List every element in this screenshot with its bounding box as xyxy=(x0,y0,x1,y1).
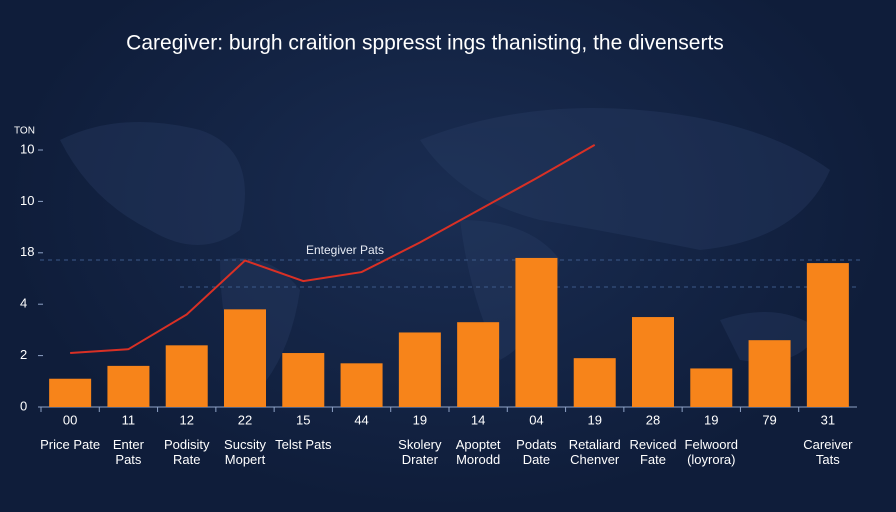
x-code-label: 22 xyxy=(238,412,252,427)
x-code-label: 31 xyxy=(821,412,835,427)
y-tick-label: 4 xyxy=(20,296,27,311)
x-tick-label: Careiver Tats xyxy=(803,437,853,467)
bar xyxy=(398,332,441,407)
y-tick-label: 2 xyxy=(20,347,27,362)
x-tick-label: Apoptet Morodd xyxy=(455,437,501,467)
x-code-label: 12 xyxy=(179,412,193,427)
bar xyxy=(690,368,733,407)
bar xyxy=(107,365,150,407)
bar xyxy=(515,257,558,407)
x-tick-label: Reviced Fate xyxy=(629,437,677,467)
y-tick-label: 0 xyxy=(20,398,27,413)
y-tick-label: 18 xyxy=(20,244,34,259)
bar xyxy=(573,358,616,407)
y-tick-label: 10 xyxy=(20,193,34,208)
x-code-label: 19 xyxy=(587,412,601,427)
bar xyxy=(748,340,791,407)
x-tick-label: Felwoord (loyrora) xyxy=(684,437,739,467)
x-tick-label: Podisity Rate xyxy=(163,437,210,467)
x-tick-label: Price Pate xyxy=(40,437,101,452)
x-tick-label: Skolery Drater xyxy=(398,437,442,467)
bar xyxy=(224,309,266,407)
x-code-label: 79 xyxy=(762,412,776,427)
x-code-label: 19 xyxy=(704,412,718,427)
x-code-label: 19 xyxy=(413,412,427,427)
x-code-label: 11 xyxy=(122,412,136,427)
x-tick-label: Podats Date xyxy=(516,437,557,467)
x-code-label: 04 xyxy=(529,412,543,427)
bar xyxy=(457,322,500,407)
line xyxy=(70,143,596,355)
x-code-label: 44 xyxy=(354,412,368,427)
bar xyxy=(340,363,383,407)
x-code-label: 14 xyxy=(471,412,485,427)
x-tick-label: Retaliard Chenver xyxy=(568,437,621,467)
x-code-label: 28 xyxy=(646,412,660,427)
x-tick-label: Sucsity Mopert xyxy=(224,437,266,467)
bar xyxy=(49,378,92,407)
x-code-label: 15 xyxy=(296,412,310,427)
x-code-label: 00 xyxy=(63,412,77,427)
bar xyxy=(282,353,325,407)
bar xyxy=(806,263,849,407)
y-axis-label: TON xyxy=(14,126,35,137)
bar xyxy=(165,345,208,407)
chart-title: Caregiver: burgh craition sppresst ings … xyxy=(126,32,724,55)
bar xyxy=(632,317,674,407)
annotation: Entegiver Pats xyxy=(306,243,384,257)
x-tick-label: Telst Pats xyxy=(275,437,332,452)
y-tick-label: 10 xyxy=(20,141,34,156)
x-tick-label: Enter Pats xyxy=(112,437,144,467)
